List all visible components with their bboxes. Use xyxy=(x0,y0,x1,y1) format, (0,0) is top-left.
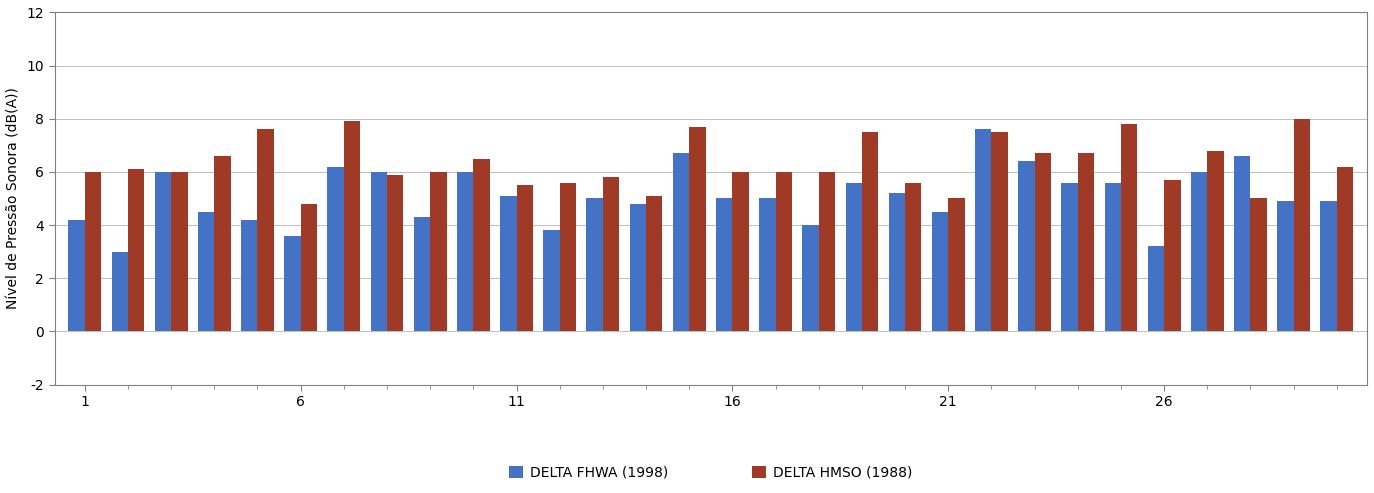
Bar xyxy=(603,177,620,331)
Bar xyxy=(301,204,317,331)
Bar xyxy=(861,132,878,331)
Bar xyxy=(1250,199,1267,331)
Bar xyxy=(1278,201,1294,331)
Bar xyxy=(1035,153,1051,331)
Bar xyxy=(284,236,301,331)
Bar xyxy=(1147,246,1164,331)
Bar xyxy=(845,182,861,331)
Bar xyxy=(214,156,231,331)
Bar xyxy=(1018,161,1035,331)
Bar xyxy=(1337,167,1353,331)
Bar xyxy=(819,172,835,331)
Bar xyxy=(976,129,992,331)
Bar xyxy=(1191,172,1208,331)
Legend: DELTA FHWA (1998), DELTA HMSO (1988): DELTA FHWA (1998), DELTA HMSO (1988) xyxy=(510,466,912,480)
Bar xyxy=(716,199,732,331)
Bar xyxy=(1294,119,1309,331)
Bar xyxy=(1121,124,1138,331)
Bar xyxy=(889,193,905,331)
Bar xyxy=(85,172,102,331)
Bar xyxy=(948,199,965,331)
Bar xyxy=(1234,156,1250,331)
Bar xyxy=(932,212,948,331)
Bar xyxy=(690,127,706,331)
Bar xyxy=(1320,201,1337,331)
Bar xyxy=(344,121,360,331)
Bar xyxy=(69,220,85,331)
Bar xyxy=(760,199,775,331)
Bar xyxy=(629,204,646,331)
Bar xyxy=(1077,153,1094,331)
Bar xyxy=(257,129,273,331)
Bar xyxy=(992,132,1009,331)
Bar xyxy=(327,167,344,331)
Bar xyxy=(387,175,404,331)
Bar xyxy=(128,169,144,331)
Bar xyxy=(414,217,430,331)
Bar xyxy=(430,172,447,331)
Bar xyxy=(198,212,214,331)
Bar xyxy=(905,182,922,331)
Bar xyxy=(646,196,662,331)
Bar xyxy=(559,182,576,331)
Bar xyxy=(172,172,187,331)
Bar xyxy=(543,230,559,331)
Bar xyxy=(775,172,791,331)
Bar xyxy=(371,172,387,331)
Y-axis label: Nível de Pressão Sonora (dB(A)): Nível de Pressão Sonora (dB(A)) xyxy=(7,88,21,310)
Bar xyxy=(517,185,533,331)
Bar xyxy=(673,153,690,331)
Bar xyxy=(111,251,128,331)
Bar xyxy=(1061,182,1077,331)
Bar xyxy=(458,172,473,331)
Bar xyxy=(587,199,603,331)
Bar xyxy=(500,196,517,331)
Bar xyxy=(155,172,172,331)
Bar xyxy=(732,172,749,331)
Bar xyxy=(1105,182,1121,331)
Bar xyxy=(802,225,819,331)
Bar xyxy=(1164,180,1180,331)
Bar xyxy=(1208,151,1224,331)
Bar xyxy=(240,220,257,331)
Bar xyxy=(473,159,489,331)
